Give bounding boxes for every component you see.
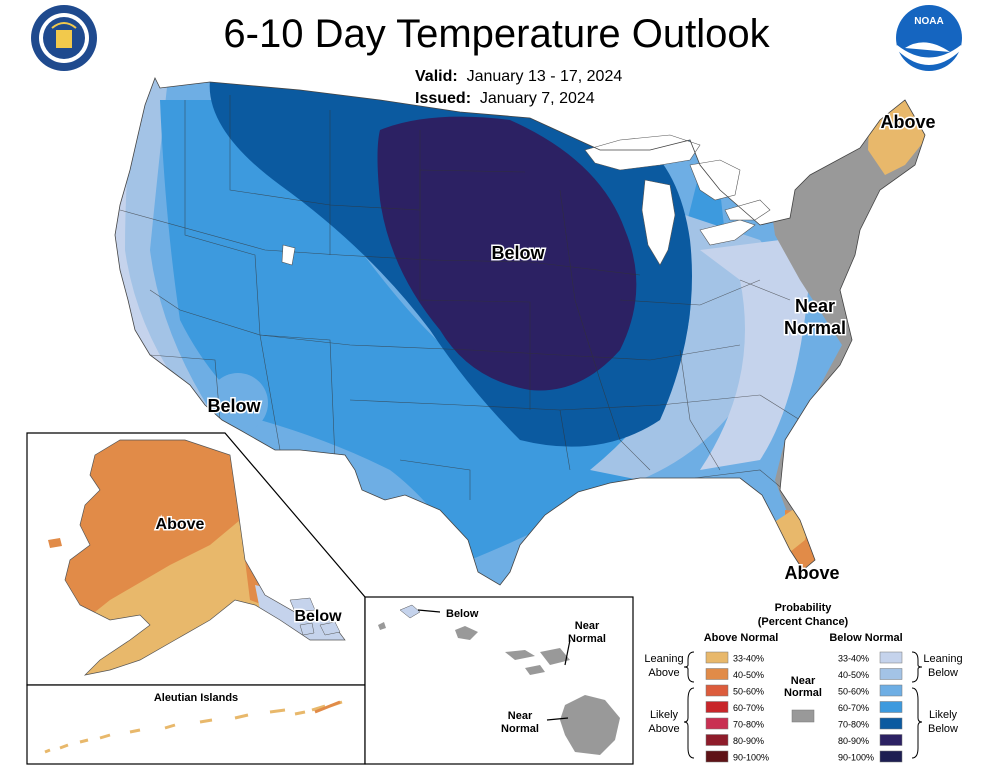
legend-below-header: Below Normal (829, 632, 902, 644)
legend-below-bin-label-1: 40-50% (838, 670, 869, 680)
hawaii-below-label: Below (446, 608, 479, 620)
legend-above-bin-swatch-2 (705, 684, 729, 697)
legend-near-normal-line1: Near (791, 675, 816, 687)
hawaii-near-normal-b-line1: Near (508, 710, 533, 722)
legend-above-bin-swatch-1 (705, 668, 729, 680)
near-normal-label-line2: Normal (784, 318, 846, 338)
aleutian-inset (26, 684, 366, 765)
hawaii-near-normal-b-line2: Normal (501, 723, 539, 735)
legend-leaning-above-line2: Above (648, 667, 679, 679)
legend-above-bin-swatch-0 (705, 651, 729, 664)
legend-below-bin-swatch-3 (879, 701, 903, 713)
legend-below-bin-swatch-0 (879, 651, 903, 664)
legend-below-bin-swatch-4 (879, 717, 903, 730)
legend-near-normal-swatch (791, 709, 815, 723)
legend-above-bin-label-5: 80-90% (733, 736, 764, 746)
legend-below-bin-swatch-2 (879, 684, 903, 697)
legend-title-line2: (Percent Chance) (758, 616, 849, 628)
hawaii-near-normal-a-line2: Normal (568, 633, 606, 645)
legend-likely-below-line2: Below (928, 723, 958, 735)
legend-below-bin-swatch-5 (879, 734, 903, 746)
legend-below-bin-label-0: 33-40% (838, 654, 869, 664)
issued-label: Issued: (415, 90, 472, 107)
legend-above-bin-label-6: 90-100% (733, 753, 769, 763)
legend-likely-above-line1: Likely (650, 709, 679, 721)
alaska-below-label: Below (294, 608, 342, 625)
legend-above-bin-swatch-6 (705, 750, 729, 763)
noaa-logo-icon: NOAA (896, 5, 962, 71)
noaa-logo-text: NOAA (914, 16, 943, 27)
near-normal-label-line1: Near (795, 296, 835, 316)
legend-above-bin-label-3: 60-70% (733, 703, 764, 713)
legend-above-bin-swatch-4 (705, 717, 729, 730)
alaska-inset (26, 432, 366, 686)
legend-below-bin-label-2: 50-60% (838, 687, 869, 697)
legend-title-line1: Probability (775, 602, 833, 614)
issued-value: January 7, 2024 (479, 90, 595, 107)
legend-above-bin-label-4: 70-80% (733, 720, 764, 730)
legend-likely-below-line1: Likely (929, 709, 958, 721)
hawaii-inset (364, 596, 634, 765)
legend: Probability (Percent Chance) Above Norma… (644, 602, 962, 763)
legend-below-bin-label-3: 60-70% (838, 703, 869, 713)
doc-seal-icon (31, 5, 97, 71)
southwest-below-label: Below (207, 396, 261, 416)
issued-date-line: Issued: January 7, 2024 (415, 90, 595, 108)
maine-above-label: Above (880, 112, 935, 132)
alaska-above-label: Above (156, 516, 205, 533)
legend-above-bin-label-1: 40-50% (733, 670, 764, 680)
conus-below-label: Below (491, 243, 545, 263)
legend-above-header: Above Normal (704, 632, 779, 644)
valid-value: January 13 - 17, 2024 (466, 68, 623, 85)
legend-leaning-below-line2: Below (928, 667, 958, 679)
aleutian-title: Aleutian Islands (154, 692, 238, 704)
legend-below-bin-label-6: 90-100% (838, 753, 874, 763)
legend-above-bin-swatch-5 (705, 734, 729, 746)
legend-near-normal-line2: Normal (784, 687, 822, 699)
hawaii-near-normal-a-line1: Near (575, 620, 600, 632)
valid-date-line: Valid: January 13 - 17, 2024 (415, 68, 622, 86)
legend-above-bin-label-0: 33-40% (733, 654, 764, 664)
legend-above-bin-label-2: 50-60% (733, 687, 764, 697)
florida-above-label: Above (784, 563, 839, 583)
legend-leaning-below-line1: Leaning (923, 653, 962, 665)
legend-below-bin-label-5: 80-90% (838, 736, 869, 746)
legend-leaning-above-line1: Leaning (644, 653, 683, 665)
legend-likely-above-line2: Above (648, 723, 679, 735)
page-title: 6-10 Day Temperature Outlook (223, 12, 770, 56)
legend-below-bin-label-4: 70-80% (838, 720, 869, 730)
legend-above-bin-swatch-3 (705, 701, 729, 713)
valid-label: Valid: (415, 68, 458, 85)
legend-below-bin-swatch-6 (879, 750, 903, 763)
legend-below-bin-swatch-1 (879, 668, 903, 680)
